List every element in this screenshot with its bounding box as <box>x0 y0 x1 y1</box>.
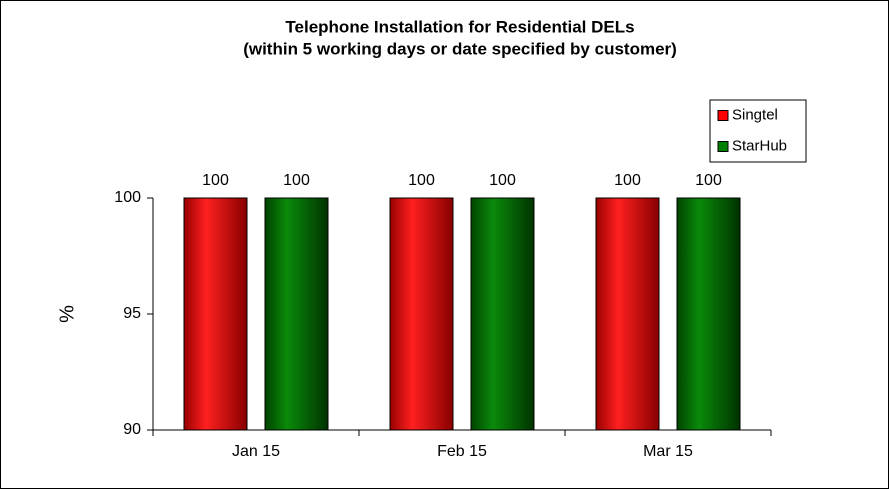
bar <box>264 197 329 431</box>
y-tick-label: 90 <box>123 421 141 438</box>
x-tick-label: Mar 15 <box>643 443 693 460</box>
data-label: 100 <box>408 172 435 189</box>
data-label: 100 <box>614 172 641 189</box>
bar <box>470 197 535 431</box>
chart-title: Telephone Installation for Residential D… <box>285 17 634 36</box>
legend-label: Singtel <box>732 106 778 123</box>
legend-swatch <box>717 141 729 152</box>
x-tick-label: Jan 15 <box>232 443 280 460</box>
chart-subtitle: (within 5 working days or date specified… <box>243 39 677 58</box>
y-axis-label: % <box>56 305 78 323</box>
data-label: 100 <box>489 172 516 189</box>
data-label: 100 <box>202 172 229 189</box>
legend-label: StarHub <box>732 137 787 154</box>
bar <box>676 197 741 431</box>
data-label: 100 <box>283 172 310 189</box>
y-tick-label: 95 <box>123 305 141 322</box>
bar <box>595 197 660 431</box>
legend-swatch <box>717 110 729 121</box>
data-label: 100 <box>695 172 722 189</box>
y-tick-label: 100 <box>114 189 141 206</box>
x-tick-label: Feb 15 <box>437 443 487 460</box>
bar <box>183 197 248 431</box>
bar <box>389 197 454 431</box>
